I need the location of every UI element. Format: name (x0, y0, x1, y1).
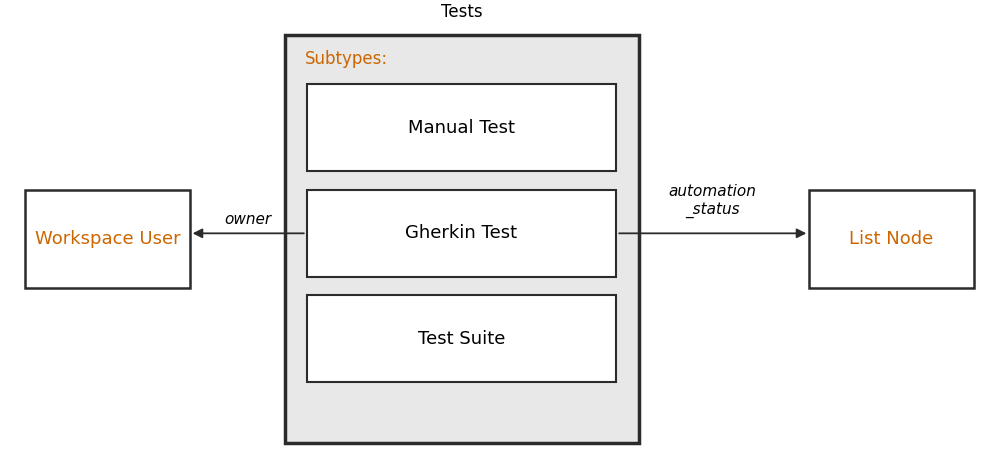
Bar (809, 190, 974, 288)
Text: Workspace User: Workspace User (35, 230, 180, 248)
Text: Manual Test: Manual Test (408, 119, 515, 137)
Bar (25, 190, 190, 288)
Bar (285, 35, 639, 443)
Text: Test Suite: Test Suite (418, 330, 505, 348)
Text: Subtypes:: Subtypes: (305, 50, 388, 68)
Text: Gherkin Test: Gherkin Test (406, 224, 517, 242)
Text: owner: owner (224, 212, 272, 227)
Bar (307, 295, 616, 382)
Bar (307, 190, 616, 277)
Text: automation
_status: automation _status (668, 184, 756, 218)
Text: List Node: List Node (849, 230, 934, 248)
Bar (307, 84, 616, 171)
Text: Tests: Tests (442, 3, 483, 21)
